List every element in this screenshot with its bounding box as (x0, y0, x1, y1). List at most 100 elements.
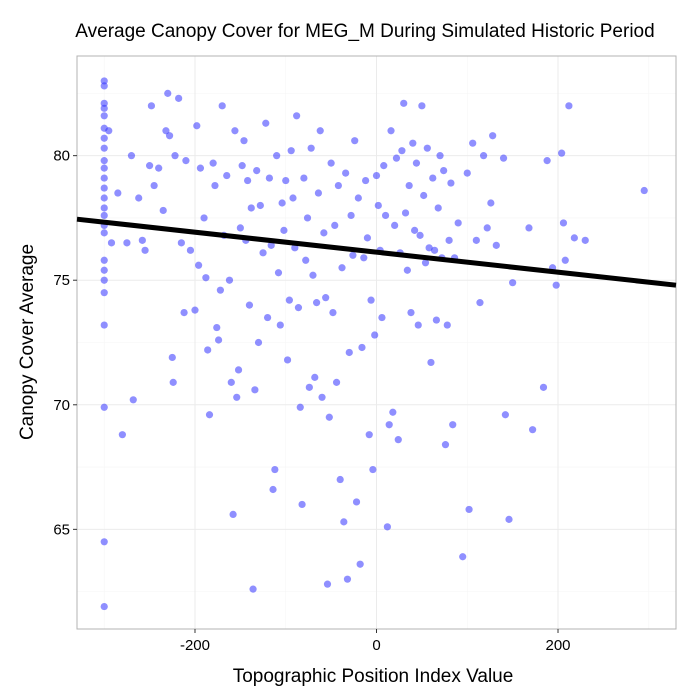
data-point (280, 226, 288, 234)
data-point (205, 411, 214, 419)
y-tick-label: 80 (53, 148, 70, 165)
data-point (175, 94, 183, 102)
data-point (107, 239, 116, 247)
trend-line (76, 216, 677, 288)
data-point (100, 174, 108, 182)
data-point (354, 194, 362, 202)
data-point (380, 162, 388, 170)
data-point (100, 194, 108, 202)
data-point (325, 413, 333, 421)
data-point (307, 144, 315, 152)
y-tick-label: 70 (53, 397, 70, 414)
data-point (411, 226, 419, 234)
data-point (320, 229, 328, 237)
data-point (398, 147, 406, 155)
data-point (403, 266, 411, 274)
data-point (204, 346, 212, 354)
data-point (465, 505, 473, 514)
data-point (318, 393, 326, 401)
data-point (365, 431, 373, 439)
data-point (256, 201, 264, 210)
data-point (195, 261, 203, 269)
data-point (269, 485, 277, 494)
data-point (294, 304, 303, 312)
data-point (561, 256, 569, 264)
data-point (289, 194, 297, 202)
data-point (356, 560, 364, 568)
data-point (165, 132, 174, 140)
data-point (414, 321, 422, 329)
data-point (363, 234, 372, 242)
data-point (100, 211, 108, 220)
data-point (483, 224, 491, 232)
data-point (100, 157, 108, 165)
data-point (282, 176, 290, 185)
data-point (265, 174, 274, 182)
data-point (302, 256, 310, 264)
data-point (100, 112, 108, 120)
data-point (100, 134, 108, 142)
data-point (123, 239, 131, 247)
data-point (459, 553, 467, 561)
data-point (421, 259, 430, 267)
data-point (409, 139, 417, 147)
data-point (525, 224, 533, 232)
data-point (285, 296, 293, 304)
data-point (100, 82, 108, 90)
data-point (501, 411, 509, 419)
grid-lines (77, 56, 676, 629)
data-point (182, 157, 190, 165)
data-point (303, 214, 312, 222)
data-point (223, 171, 231, 180)
data-point (558, 149, 566, 157)
data-point (311, 373, 319, 381)
data-point (423, 144, 431, 152)
data-point (416, 231, 424, 239)
data-point (236, 224, 244, 232)
data-point (263, 313, 272, 322)
data-point (293, 112, 301, 120)
data-point (374, 201, 382, 210)
data-point (100, 144, 108, 152)
data-point (358, 343, 366, 352)
data-point (202, 274, 210, 282)
chart-title: Average Canopy Cover for MEG_M During Si… (75, 21, 654, 42)
data-point (434, 204, 442, 212)
data-point (391, 221, 399, 230)
data-point (559, 219, 568, 227)
data-point (253, 167, 261, 175)
data-point (186, 246, 195, 254)
data-point (300, 174, 308, 182)
data-point (329, 309, 337, 317)
data-point (168, 353, 176, 362)
data-point (177, 239, 185, 247)
data-point (276, 321, 284, 329)
data-point (218, 102, 226, 110)
y-tick-label: 75 (53, 272, 70, 289)
data-point (372, 171, 381, 180)
x-axis-title: Topographic Position Index Value (233, 666, 514, 687)
data-point (432, 316, 440, 324)
data-point (114, 189, 122, 197)
data-point (274, 269, 283, 277)
data-point (441, 441, 450, 449)
data-point (100, 229, 108, 237)
data-point (271, 465, 279, 474)
data-point (412, 159, 421, 167)
data-point (234, 366, 243, 374)
data-point (273, 152, 281, 160)
data-point (347, 211, 355, 220)
data-point (209, 159, 217, 167)
data-point (345, 348, 353, 357)
data-point (305, 383, 313, 391)
data-point (227, 378, 235, 386)
data-point (278, 199, 286, 207)
data-point (251, 386, 259, 394)
data-point (100, 104, 108, 112)
data-point (283, 356, 292, 364)
data-point (463, 169, 471, 177)
data-point (360, 254, 368, 262)
data-point (476, 299, 484, 307)
data-point (529, 426, 537, 434)
data-point (487, 199, 495, 207)
